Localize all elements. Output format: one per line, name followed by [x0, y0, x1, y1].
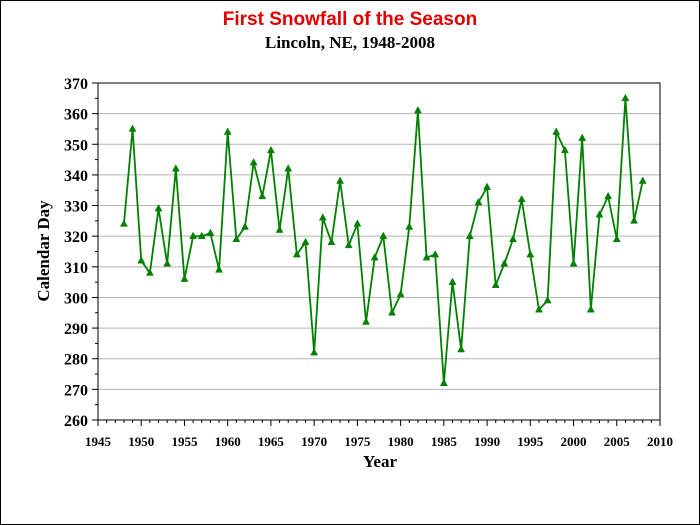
y-tick-label: 300: [64, 290, 88, 307]
data-point: [128, 124, 137, 132]
data-point: [388, 308, 396, 316]
data-point: [630, 216, 638, 224]
data-point: [448, 277, 457, 285]
chart-subtitle: Lincoln, NE, 1948-2008: [264, 33, 436, 52]
data-point: [526, 250, 535, 258]
data-point: [310, 348, 319, 356]
data-point: [578, 133, 587, 141]
data-point: [560, 145, 569, 154]
x-tick-label: 1975: [344, 434, 371, 449]
data-point: [517, 194, 526, 203]
y-tick-label: 360: [64, 107, 88, 124]
data-point: [336, 176, 345, 184]
y-tick-label: 350: [64, 137, 88, 154]
x-axis-label: Year: [363, 452, 397, 471]
x-tick-label: 1995: [517, 434, 544, 449]
x-tick-label: 1970: [301, 434, 327, 449]
data-point: [604, 191, 613, 200]
data-point: [275, 225, 284, 233]
data-point: [163, 259, 172, 267]
data-point: [638, 176, 647, 184]
x-tick-label: 1955: [171, 434, 198, 449]
data-point: [465, 231, 474, 239]
data-point: [120, 219, 128, 227]
data-point: [612, 234, 621, 242]
data-point: [171, 164, 180, 172]
y-tick-label: 320: [64, 229, 88, 246]
x-tick-label: 1950: [128, 434, 154, 449]
data-point: [344, 240, 353, 249]
data-point: [379, 231, 388, 239]
data-point: [206, 228, 215, 236]
data-point: [353, 219, 362, 227]
data-point: [586, 305, 595, 313]
y-tick-label: 340: [64, 168, 88, 185]
data-point: [249, 158, 258, 166]
data-point: [154, 204, 163, 212]
data-point: [595, 210, 604, 218]
data-point: [439, 378, 448, 386]
data-point: [370, 253, 379, 261]
data-point: [137, 256, 146, 264]
data-point: [223, 127, 232, 135]
series-group: [120, 93, 647, 386]
data-point: [509, 234, 517, 242]
data-point: [543, 295, 552, 304]
data-point: [362, 317, 370, 325]
data-point: [241, 222, 249, 230]
y-tick-label: 330: [64, 199, 88, 216]
data-point: [318, 213, 327, 221]
data-point: [552, 127, 561, 135]
axis-ticks: 260 270 280 290 300 310 320 330 340 350 360 370 1945…: [64, 76, 673, 449]
chart-title: First Snowfall of the Season: [222, 9, 478, 30]
x-tick-label: 2005: [604, 434, 631, 449]
series-line: [123, 98, 644, 384]
x-tick-label: 1960: [215, 434, 241, 449]
data-point: [267, 145, 275, 154]
data-point: [197, 231, 206, 239]
data-point: [145, 268, 154, 276]
x-tick-label: 2000: [561, 434, 587, 449]
data-point: [569, 259, 578, 267]
data-point: [189, 231, 198, 239]
y-tick-label: 260: [64, 413, 88, 430]
x-tick-label: 1965: [258, 434, 285, 449]
data-point: [232, 234, 241, 242]
data-point: [396, 289, 405, 298]
y-tick-label: 310: [64, 260, 88, 277]
data-point: [413, 106, 422, 114]
data-point: [491, 280, 500, 288]
y-tick-label: 370: [64, 76, 88, 93]
data-point: [284, 164, 293, 172]
x-tick-label: 1990: [474, 434, 500, 449]
data-point: [258, 191, 267, 200]
x-tick-label: 2010: [647, 434, 673, 449]
x-tick-label: 1980: [388, 434, 414, 449]
data-point: [621, 93, 630, 102]
data-point: [422, 253, 431, 261]
data-point: [483, 182, 491, 190]
y-tick-label: 290: [64, 321, 88, 338]
y-tick-label: 270: [64, 382, 88, 399]
y-axis-label: Calendar Day: [34, 200, 53, 302]
x-tick-label: 1945: [85, 434, 112, 449]
data-point: [301, 237, 310, 246]
data-point: [292, 250, 301, 258]
data-point: [535, 305, 543, 313]
data-point: [180, 274, 189, 282]
y-tick-label: 280: [64, 352, 88, 369]
data-point: [457, 345, 466, 353]
data-point: [405, 222, 414, 230]
data-point: [500, 259, 509, 267]
data-point: [327, 237, 336, 246]
x-tick-label: 1985: [431, 434, 458, 449]
data-point: [215, 265, 223, 273]
data-point: [474, 197, 483, 206]
data-point: [431, 250, 440, 258]
